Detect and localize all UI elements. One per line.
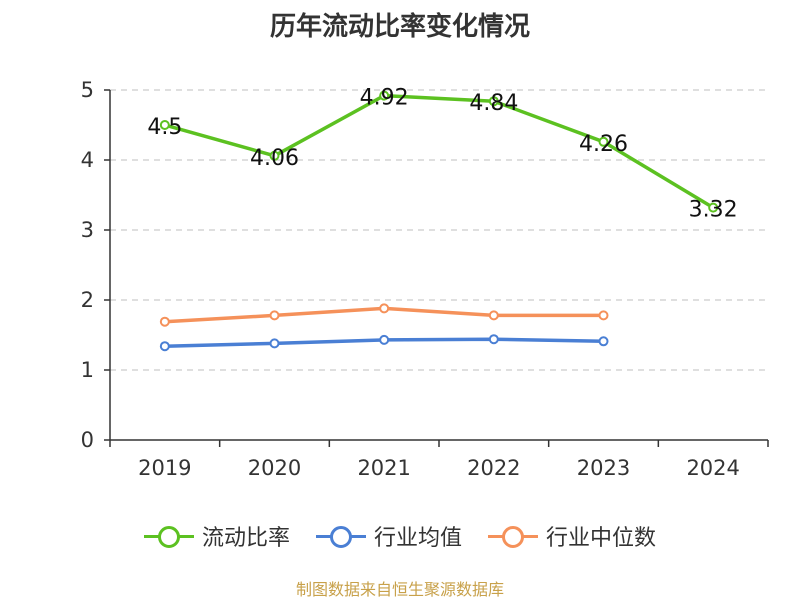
data-label: 4.06 — [250, 146, 299, 171]
y-tick-label: 1 — [81, 358, 94, 382]
x-tick-label: 2021 — [357, 456, 410, 480]
y-tick-label: 2 — [81, 288, 94, 312]
legend-item-industry-median[interactable]: 行业中位数 — [488, 520, 656, 552]
legend-label: 行业均值 — [373, 526, 462, 551]
x-tick-label: 2023 — [577, 456, 630, 480]
x-tick-label: 2020 — [248, 456, 301, 480]
data-point — [379, 303, 390, 314]
legend-label: 流动比率 — [201, 526, 290, 551]
data-point — [488, 310, 499, 321]
data-point — [488, 334, 499, 345]
data-point — [269, 150, 280, 161]
data-label: 4.84 — [469, 91, 518, 116]
data-point — [379, 90, 390, 101]
x-tick-label: 2022 — [467, 456, 520, 480]
data-point — [269, 338, 280, 349]
x-tick-label: 2024 — [686, 456, 739, 480]
data-point — [598, 310, 609, 321]
data-label: 4.5 — [147, 115, 182, 140]
data-point — [159, 316, 170, 327]
data-label: 4.26 — [579, 132, 628, 157]
data-label: 3.32 — [689, 198, 738, 223]
legend-label: 行业中位数 — [546, 526, 657, 551]
series-line — [164, 93, 715, 210]
source-footer: 制图数据来自恒生聚源数据库 — [295, 580, 504, 599]
x-tick-label: 2019 — [138, 456, 191, 480]
y-tick-label: 4 — [81, 148, 94, 172]
data-point — [269, 310, 280, 321]
legend-swatch-icon — [488, 525, 538, 548]
data-point — [159, 341, 170, 352]
legend-swatch-icon — [315, 525, 366, 548]
data-point — [379, 334, 390, 345]
data-label: 4.92 — [360, 86, 409, 111]
data-point — [598, 336, 609, 347]
y-tick-label: 5 — [81, 78, 94, 102]
data-point — [159, 120, 170, 130]
legend-item-current-ratio[interactable]: 流动比率 — [143, 520, 290, 552]
legend: 流动比率 行业均值 行业中位数 — [0, 520, 800, 552]
data-point — [708, 202, 719, 213]
data-point — [488, 96, 499, 107]
y-tick-label: 0 — [81, 428, 94, 452]
legend-swatch-icon — [143, 525, 194, 548]
data-point — [598, 136, 609, 147]
legend-item-industry-mean[interactable]: 行业均值 — [315, 520, 462, 552]
y-tick-label: 3 — [81, 218, 94, 242]
chart-title: 历年流动比率变化情况 — [269, 12, 530, 42]
